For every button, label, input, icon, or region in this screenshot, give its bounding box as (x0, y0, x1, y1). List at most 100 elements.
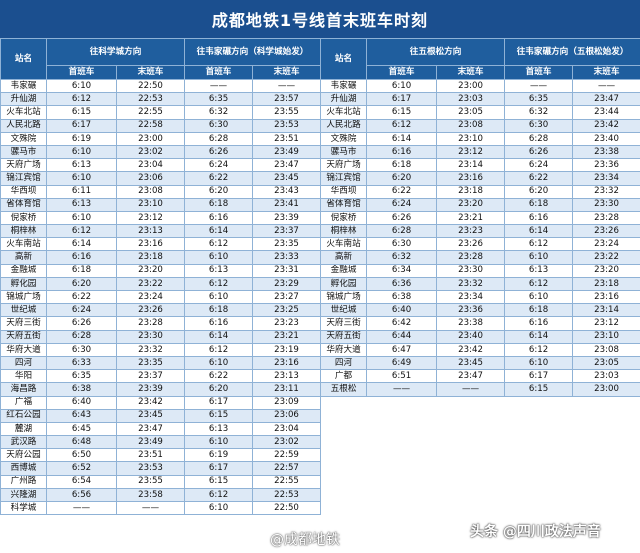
time-cell: 6:14 (504, 329, 574, 344)
empty-cell (436, 501, 505, 515)
time-cell: 6:18 (46, 263, 117, 278)
time-cell: 6:13 (46, 158, 117, 173)
time-cell: 23:32 (572, 184, 640, 199)
time-cell: 6:26 (46, 316, 117, 331)
time-cell: 6:24 (46, 303, 117, 318)
empty-cell (320, 396, 367, 410)
time-cell: 23:20 (115, 263, 186, 278)
time-cell: 23:55 (115, 474, 186, 489)
table-row: 文殊院 6:19 23:00 6:28 23:51 文殊院 6:14 23:10 6:28 23:… (0, 131, 640, 146)
time-cell: 23:40 (436, 329, 506, 344)
time-cell: 23:26 (436, 237, 506, 252)
time-cell: 22:55 (115, 105, 186, 120)
empty-cell (504, 501, 573, 515)
time-cell: 23:32 (436, 276, 506, 292)
time-cell: 23:45 (252, 171, 322, 186)
station-name: 高新 (0, 250, 47, 265)
time-cell: 6:15 (184, 408, 254, 423)
table-row: 四河 6:33 23:35 6:10 23:16 四河 6:49 23:45 6:10 23:05 (0, 355, 640, 371)
time-cell: 6:20 (504, 184, 574, 199)
station-name: 文殊院 (0, 131, 47, 146)
time-cell: 22:53 (252, 487, 322, 503)
time-cell: 6:10 (46, 144, 117, 160)
time-cell: 22:50 (252, 500, 322, 516)
station-name: 锦城广场 (320, 289, 368, 305)
time-cell: 23:18 (572, 276, 640, 292)
time-cell: 23:26 (572, 224, 640, 239)
table-row: 金融城 6:18 23:20 6:13 23:31 金融城 6:34 23:30 6:13 23:… (0, 263, 640, 278)
time-cell: 6:14 (184, 329, 254, 344)
empty-cell (572, 461, 640, 476)
empty-cell (572, 448, 640, 462)
station-name: 华阳 (0, 369, 47, 384)
time-cell: 23:34 (572, 171, 640, 186)
time-cell: 6:20 (184, 382, 254, 397)
time-cell: 6:20 (184, 184, 254, 199)
empty-cell (504, 435, 573, 449)
empty-cell (366, 501, 437, 515)
time-cell: 23:43 (252, 184, 322, 199)
time-cell: 6:30 (366, 237, 438, 252)
station-name: 省体育馆 (0, 197, 47, 212)
station-name: 高新 (320, 250, 368, 265)
table-row: 世纪城 6:24 23:26 6:18 23:25 世纪城 6:40 23:36 6:18 23:… (0, 303, 640, 318)
station-name: 世纪城 (320, 303, 368, 318)
empty-cell (504, 488, 573, 502)
time-cell: 23:28 (572, 210, 640, 226)
time-cell: 6:32 (504, 105, 574, 120)
time-cell: —— (184, 78, 254, 94)
time-cell: 6:14 (46, 237, 117, 252)
empty-cell (572, 475, 640, 489)
empty-cell (436, 435, 505, 449)
time-cell: 6:56 (46, 487, 117, 503)
station-name: 人民北路 (320, 118, 368, 133)
empty-cell (320, 501, 367, 515)
time-cell: —— (252, 78, 322, 94)
time-cell: 6:12 (184, 237, 254, 252)
table-row: 倪家桥 6:10 23:12 6:16 23:39 倪家桥 6:26 23:21 6:16 23:… (0, 210, 640, 226)
time-cell: 6:52 (46, 461, 117, 476)
time-cell: 6:10 (504, 250, 574, 265)
station-name: 科学城 (0, 500, 47, 516)
time-cell: 6:24 (184, 158, 254, 173)
table-row: 海昌路 6:38 23:39 6:20 23:11 五根松 —— —— 6:15 23:00 (0, 382, 640, 397)
station-name: 天府五街 (320, 329, 368, 344)
time-cell: 6:42 (366, 316, 438, 331)
time-cell: 6:18 (184, 197, 254, 212)
time-cell: 6:22 (46, 289, 117, 305)
time-cell: 23:04 (252, 421, 322, 437)
empty-cell (366, 396, 437, 410)
time-cell: 6:48 (46, 435, 117, 450)
empty-cell (366, 409, 437, 423)
station-name: 天府五街 (0, 329, 47, 344)
time-cell: 6:40 (366, 303, 438, 318)
time-cell: 23:57 (252, 92, 322, 107)
station-name: 五根松 (320, 382, 368, 397)
time-cell: 6:10 (184, 435, 254, 450)
time-cell: 23:49 (115, 435, 186, 450)
table-row: 天府公园 6:50 23:51 6:19 22:59 (0, 448, 640, 463)
station-name: 兴隆湖 (0, 487, 47, 503)
table-row: 高新 6:16 23:18 6:10 23:33 高新 6:32 23:28 6:10 23:22 (0, 250, 640, 265)
time-cell: 23:36 (572, 158, 640, 173)
time-cell: 6:54 (46, 474, 117, 489)
empty-cell (436, 475, 505, 489)
table-row: 武汉路 6:48 23:49 6:10 23:02 (0, 435, 640, 450)
station-name: 西博城 (0, 461, 47, 476)
time-cell: 6:45 (46, 421, 117, 437)
table-row: 广州路 6:54 23:55 6:15 22:55 (0, 474, 640, 489)
time-cell: 22:50 (115, 78, 186, 94)
empty-cell (320, 422, 367, 436)
station-name: 火车北站 (320, 105, 368, 120)
station-name: 武汉路 (0, 435, 47, 450)
time-cell: 6:18 (184, 303, 254, 318)
empty-cell (366, 422, 437, 436)
time-cell: 6:30 (184, 118, 254, 133)
table-row: 人民北路 6:17 22:58 6:30 23:53 人民北路 6:12 23:08 6:30 2… (0, 118, 640, 133)
time-cell: 6:14 (366, 131, 438, 146)
time-cell: 23:40 (572, 131, 640, 146)
time-cell: 6:17 (184, 461, 254, 476)
table-row: 锦江宾馆 6:10 23:06 6:22 23:45 锦江宾馆 6:20 23:16 6:22 2… (0, 171, 640, 186)
time-cell: 6:10 (184, 500, 254, 516)
time-cell: 6:20 (46, 276, 117, 292)
